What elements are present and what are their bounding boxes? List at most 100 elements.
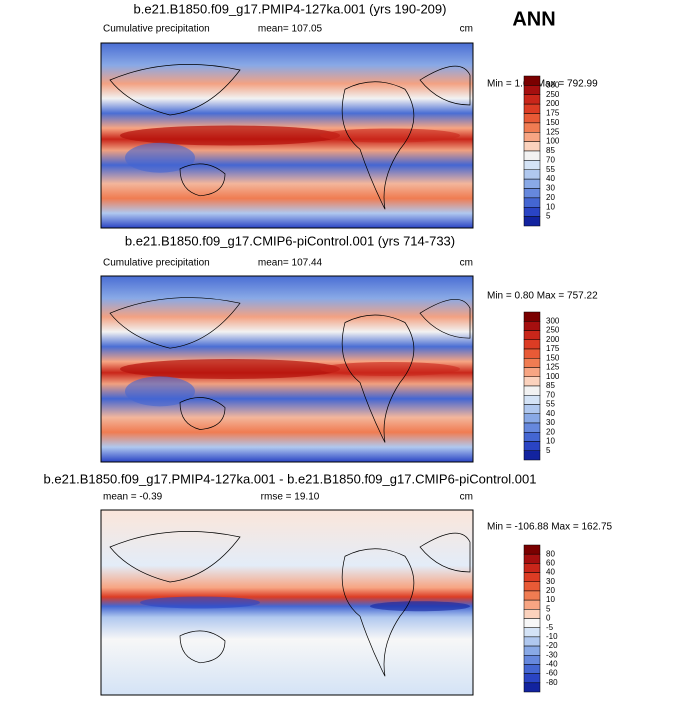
colorbar-box [523,197,541,208]
colorbar-label: 5 [546,446,551,455]
continent-outline [109,64,471,210]
colorbar-box [523,673,541,684]
map-feature [140,596,260,609]
colorbar-box [523,122,541,133]
colorbar-label: 40 [546,409,555,418]
panel-title: b.e21.B1850.f09_g17.PMIP4-127ka.001 (yrs… [134,1,447,16]
min-max-label: Min = 1.67 Max = 792.99 [487,79,598,90]
colorbar-label: 150 [546,353,560,362]
colorbar-box [523,544,541,555]
panel-center-label: mean= 107.44 [258,258,323,269]
map-feature [125,142,195,173]
colorbar-label: -80 [546,678,558,687]
colorbar-box [523,311,541,322]
colorbar-label: 80 [546,549,555,558]
colorbar-box [523,376,541,387]
colorbar-box [523,636,541,647]
colorbar-box [523,432,541,442]
continent-outline [109,297,471,443]
colorbar-box [523,422,541,433]
colorbar-box [523,348,541,359]
colorbar-label: 20 [546,586,555,595]
colorbar-box [523,321,541,331]
colorbar-label: 60 [546,558,555,567]
colorbar-label: 175 [546,109,560,118]
colorbar-box [523,339,541,350]
continent-outline [109,531,471,677]
colorbar-box [523,682,541,693]
map-frame [100,42,474,229]
colorbar-box [523,413,541,424]
min-max-label: Min = 0.80 Max = 757.22 [487,291,598,302]
colorbar-box [523,645,541,656]
colorbar-box [523,655,541,665]
colorbar-box [523,160,541,170]
colorbar-box [523,141,541,152]
colorbar-box [523,178,541,189]
panel-title: b.e21.B1850.f09_g17.PMIP4-127ka.001 - b.… [44,471,537,486]
map-frame [100,275,474,463]
panel-center-label: rmse = 19.10 [261,492,320,503]
colorbar-box [523,618,541,628]
colorbar-label: 250 [546,326,560,335]
colorbar-box [523,395,541,405]
colorbar-box [523,590,541,601]
colorbar-label: 20 [546,193,555,202]
colorbar-label: 55 [546,165,555,174]
panel-units: cm [460,492,473,503]
colorbar-box [523,85,541,95]
colorbar-label: 85 [546,381,555,390]
colorbar-label: 70 [546,390,555,399]
colorbar-label: 5 [546,212,551,221]
min-max-label: Min = -106.88 Max = 162.75 [487,522,613,533]
colorbar-label: 200 [546,99,560,108]
colorbar-box [523,216,541,227]
colorbar-box [523,572,541,582]
colorbar-box [523,358,541,368]
colorbar-label: 10 [546,437,555,446]
map-feature [120,359,340,379]
colorbar-label: -20 [546,641,558,650]
panel-units: cm [460,24,473,35]
colorbar-label: 85 [546,146,555,155]
colorbar-label: 30 [546,184,555,193]
colorbar-label: -40 [546,660,558,669]
colorbar-label: 250 [546,90,560,99]
colorbar-label: 300 [546,80,560,89]
colorbar-label: 30 [546,418,555,427]
colorbar-label: 0 [546,614,551,623]
panel-units: cm [460,258,473,269]
colorbar-box [523,103,541,114]
colorbar-label: 10 [546,202,555,211]
colorbar-box [523,609,541,619]
colorbar-box [523,664,541,674]
colorbar-box [523,450,541,461]
map-feature [370,601,470,612]
colorbar-label: 70 [546,155,555,164]
colorbar-box [523,404,541,414]
colorbar-label: -30 [546,650,558,659]
map-feature [320,362,460,376]
colorbar-box [523,599,541,610]
colorbar-box [523,385,541,396]
colorbar-label: 40 [546,568,555,577]
colorbar-box [523,113,541,124]
colorbar-box [523,367,541,377]
colorbar-box [523,94,541,105]
panel-left-label: Cumulative precipitation [103,258,210,269]
colorbar-box [523,188,541,199]
colorbar-box [523,169,541,180]
colorbar-box [523,553,541,564]
colorbar-label: -10 [546,632,558,641]
panel-left-label: mean = -0.39 [103,492,163,503]
colorbar-box [523,581,541,592]
colorbar-box [523,627,541,638]
panel-left-label: Cumulative precipitation [103,24,210,35]
colorbar-box [523,207,541,217]
colorbar-box [523,150,541,161]
colorbar-label: 150 [546,118,560,127]
colorbar-label: 30 [546,577,555,586]
colorbar-label: 20 [546,427,555,436]
colorbar-box [523,563,541,573]
